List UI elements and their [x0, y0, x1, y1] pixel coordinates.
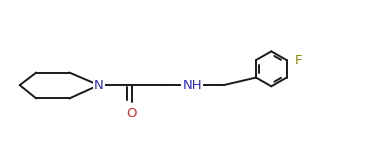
Text: NH: NH — [182, 79, 202, 92]
Text: F: F — [295, 54, 302, 67]
Text: O: O — [127, 107, 137, 120]
Text: N: N — [94, 79, 104, 92]
